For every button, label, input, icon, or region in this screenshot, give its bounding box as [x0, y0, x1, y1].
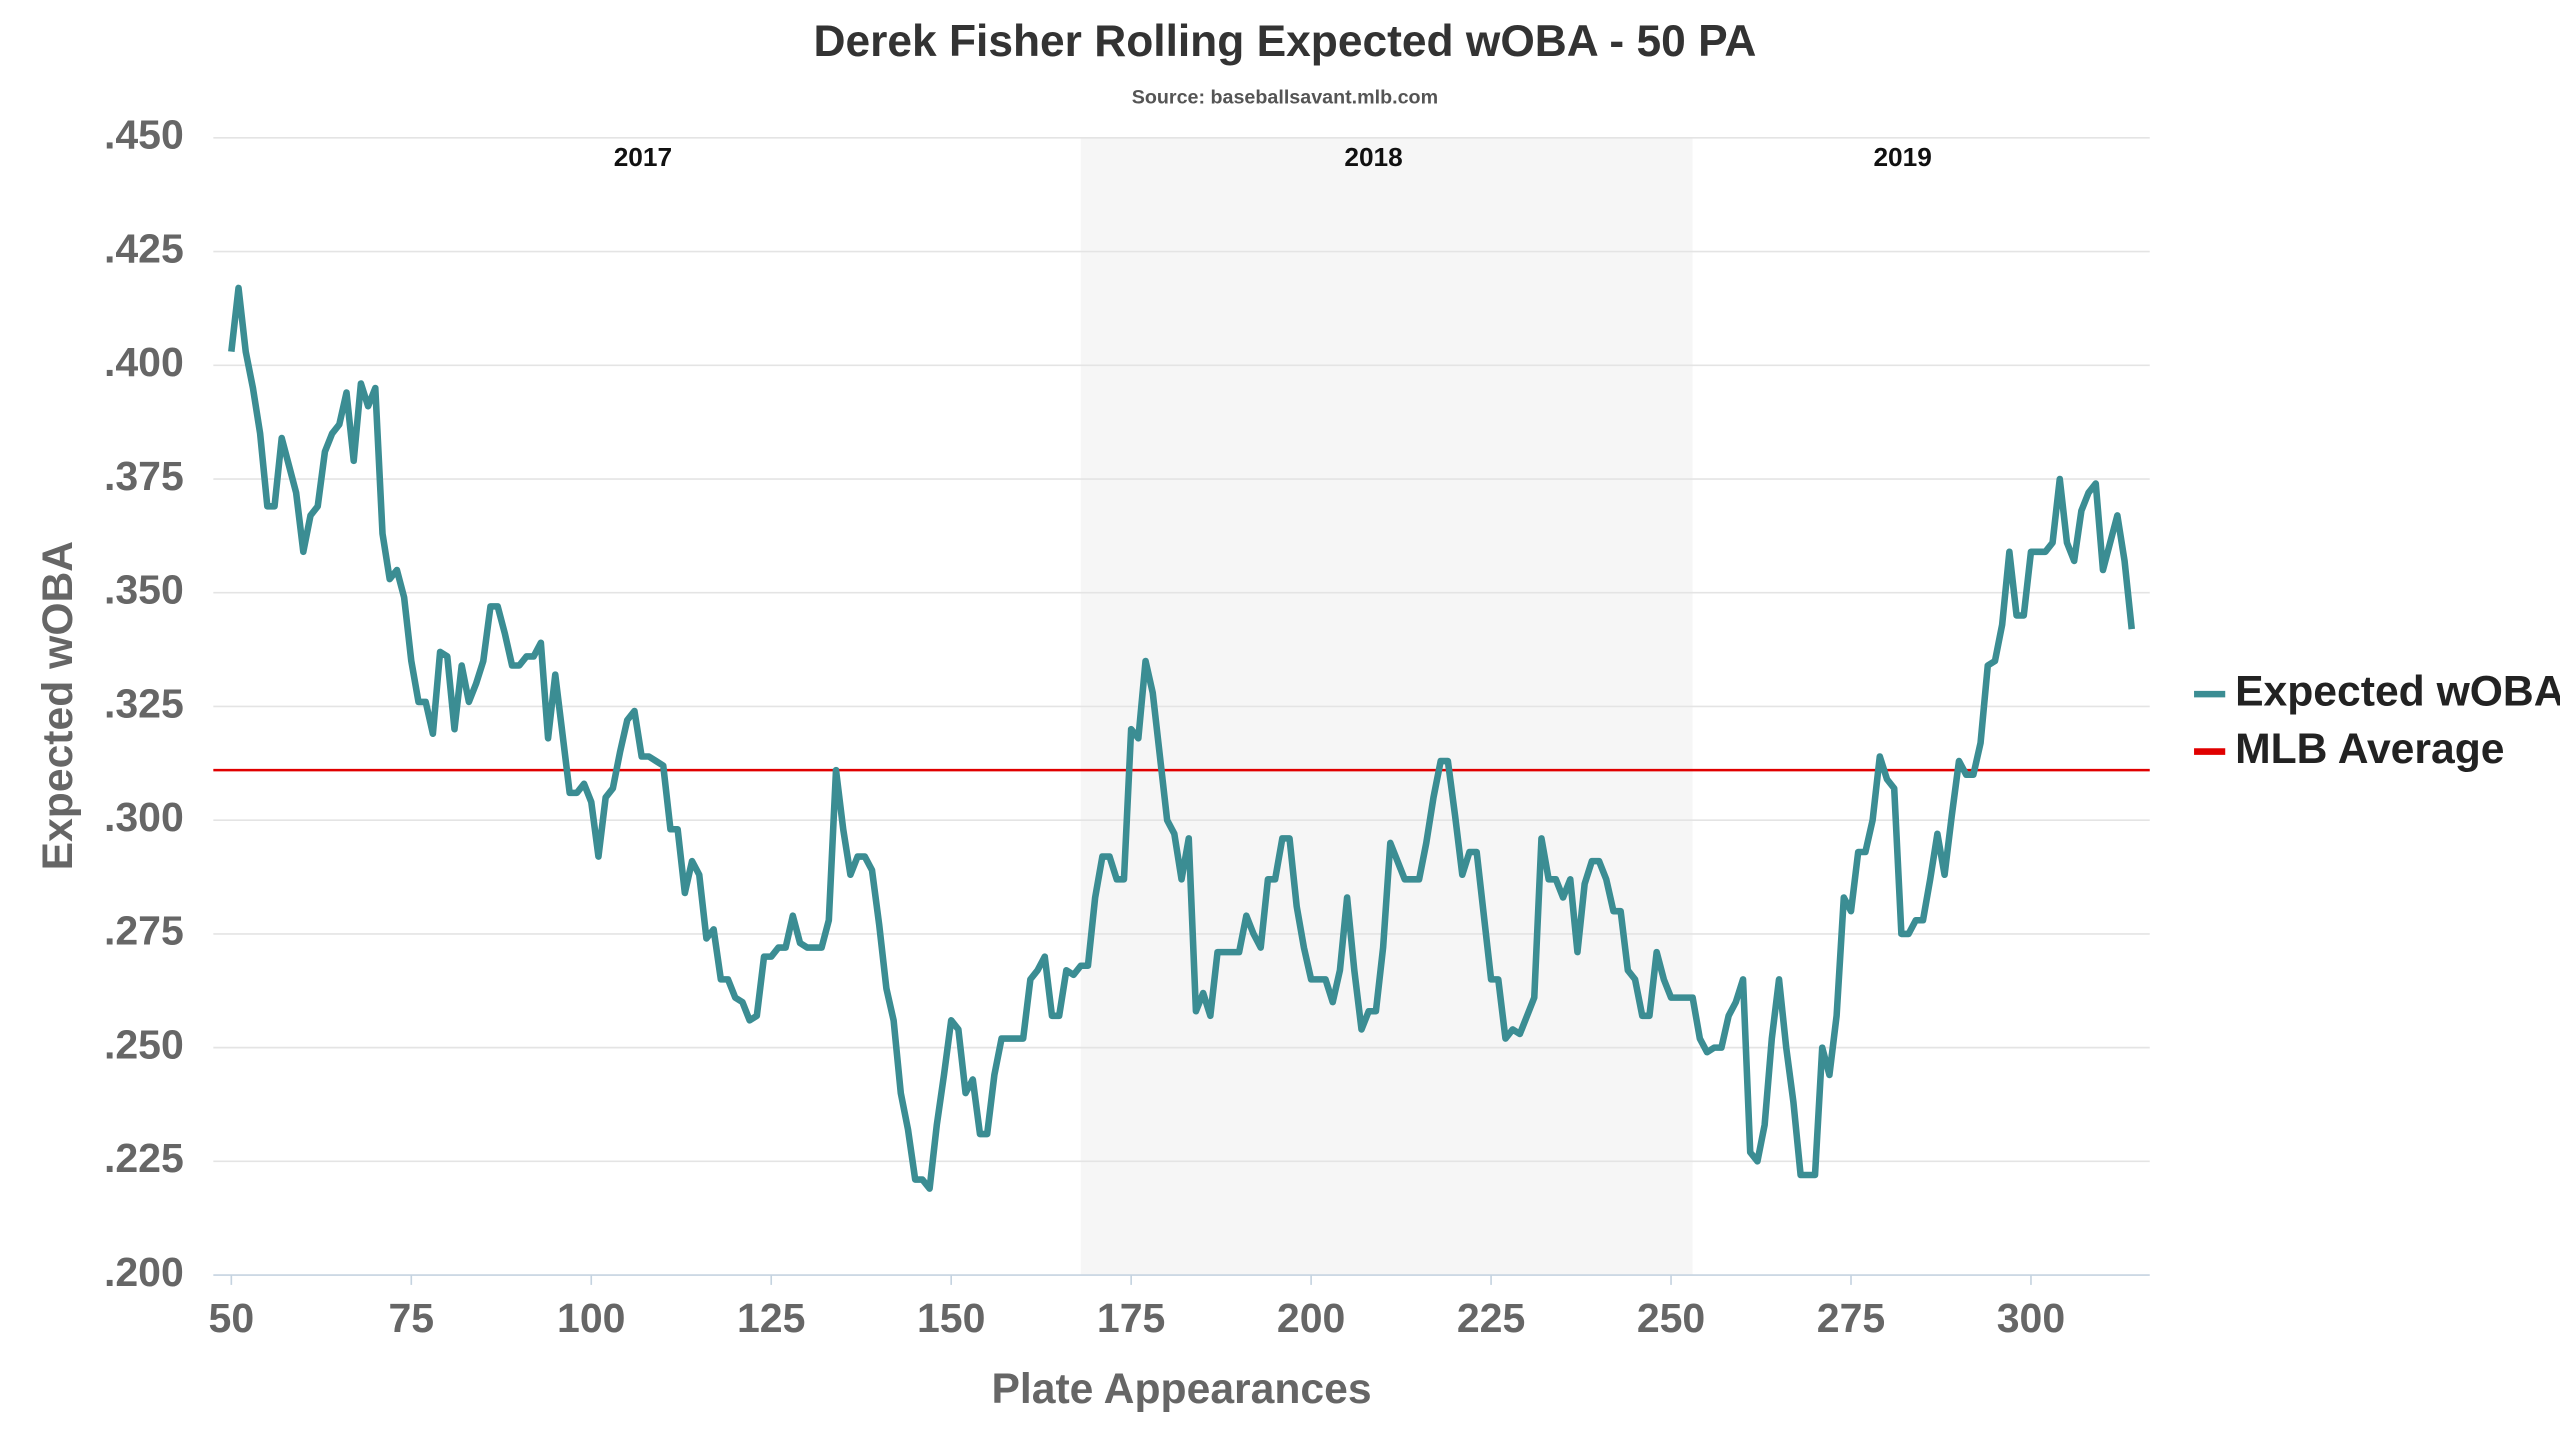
y-tick-label: .300 [104, 794, 184, 840]
x-axis-title: Plate Appearances [991, 1365, 1371, 1413]
y-tick-label: .425 [104, 225, 184, 271]
legend-label: Expected wOBA [2235, 667, 2560, 715]
y-tick-label: .325 [104, 680, 184, 726]
x-tick-label: 225 [1457, 1295, 1525, 1341]
legend-label: MLB Average [2235, 725, 2504, 773]
y-tick-label: .375 [104, 453, 184, 499]
y-tick-label: .450 [104, 112, 184, 158]
y-tick-label: .350 [104, 567, 184, 613]
x-tick-label: 250 [1637, 1295, 1705, 1341]
y-tick-label: .400 [104, 339, 184, 385]
x-tick-label: 150 [917, 1295, 985, 1341]
season-label: 2019 [1873, 142, 1931, 172]
chart-title: Derek Fisher Rolling Expected wOBA - 50 … [814, 17, 1757, 66]
x-tick-label: 175 [1097, 1295, 1165, 1341]
x-tick-label: 100 [557, 1295, 625, 1341]
y-tick-label: .250 [104, 1021, 184, 1067]
y-tick-label: .275 [104, 908, 184, 954]
x-tick-label: 275 [1817, 1295, 1885, 1341]
x-tick-label: 75 [388, 1295, 434, 1341]
season-label: 2017 [614, 142, 672, 172]
x-tick-label: 50 [209, 1295, 255, 1341]
data-line [228, 284, 2136, 1192]
y-axis-title: Expected wOBA [34, 541, 82, 870]
chart-subtitle: Source: baseballsavant.mlb.com [1132, 87, 1438, 109]
x-tick-label: 300 [1997, 1295, 2065, 1341]
season-label: 2018 [1344, 142, 1402, 172]
y-tick-label: .225 [104, 1135, 184, 1181]
x-tick-label: 200 [1277, 1295, 1345, 1341]
x-tick-label: 125 [737, 1295, 805, 1341]
y-tick-label: .200 [104, 1249, 184, 1295]
